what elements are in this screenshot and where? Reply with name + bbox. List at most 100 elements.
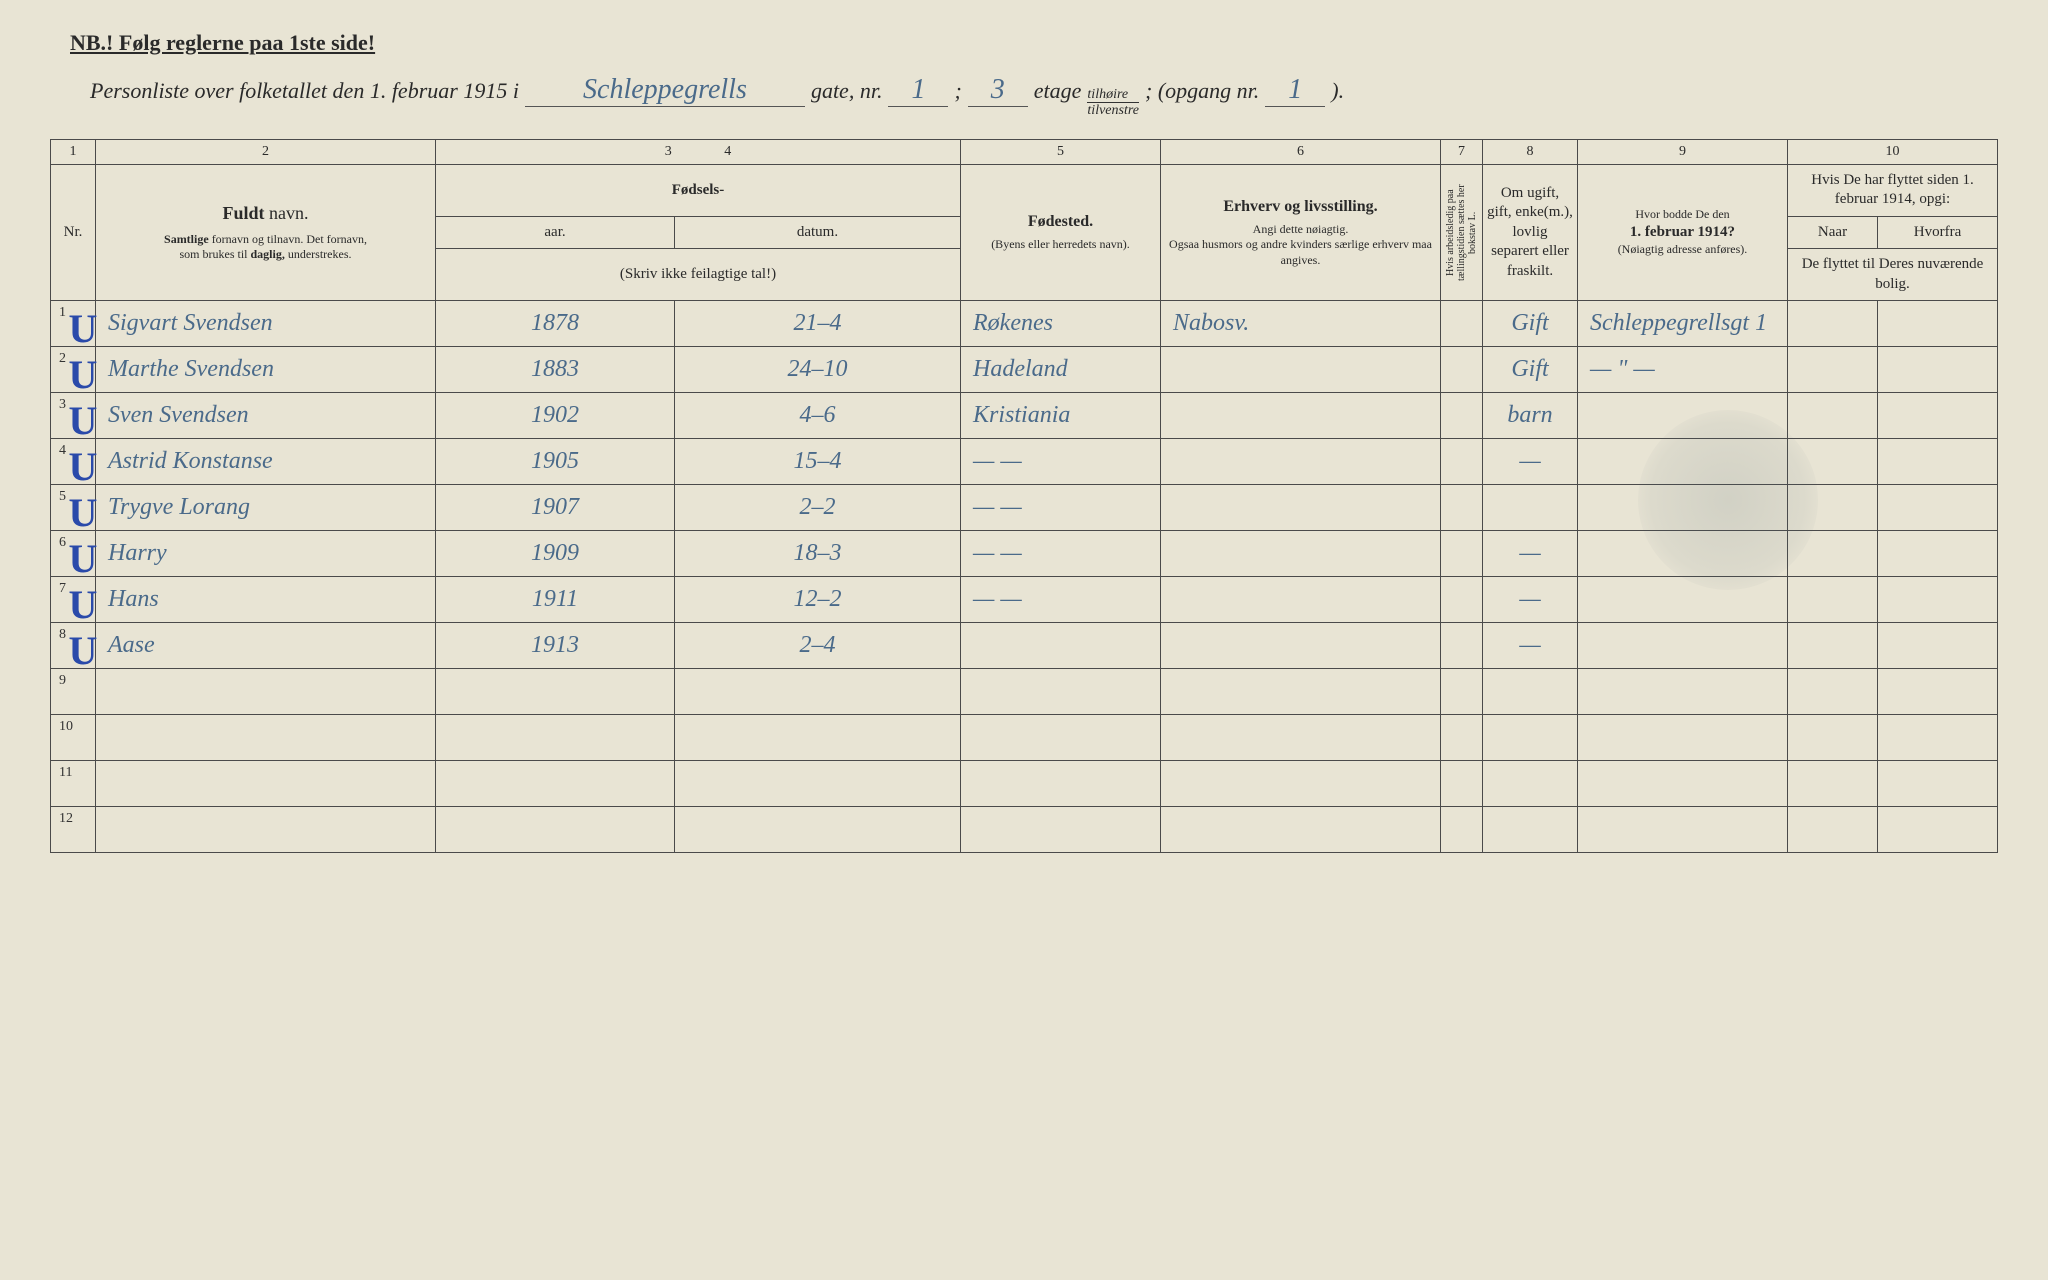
etage-nr: 3	[968, 74, 1028, 107]
gate-label: gate, nr.	[811, 78, 883, 104]
opgang-label: ; (opgang nr.	[1145, 78, 1259, 104]
row-number: U6	[51, 531, 96, 577]
colnum-7: 7	[1441, 139, 1483, 164]
table-row: U6 Harry 1909 18–3 — — —	[51, 531, 1998, 577]
cell-col7	[1441, 807, 1483, 853]
cell-when	[1788, 807, 1878, 853]
cell-name: Trygve Lorang	[96, 485, 436, 531]
cell-wherefrom	[1878, 807, 1998, 853]
cell-when	[1788, 347, 1878, 393]
cell-when	[1788, 439, 1878, 485]
cell-when	[1788, 393, 1878, 439]
cell-wherefrom	[1878, 393, 1998, 439]
cell-col7	[1441, 577, 1483, 623]
cell-date: 2–2	[674, 485, 960, 531]
cell-year: 1902	[436, 393, 675, 439]
header-birth: Fødsels-	[436, 164, 961, 216]
cell-when	[1788, 485, 1878, 531]
cell-year	[436, 669, 675, 715]
cell-col7	[1441, 669, 1483, 715]
row-number: U4	[51, 439, 96, 485]
cell-marital: —	[1483, 531, 1578, 577]
cell-wherefrom	[1878, 531, 1998, 577]
header-col8: Om ugift, gift, enke(m.), lovlig separer…	[1483, 164, 1578, 301]
cell-occupation	[1161, 807, 1441, 853]
cell-date: 15–4	[674, 439, 960, 485]
cell-col7	[1441, 393, 1483, 439]
etage-label: etage	[1034, 78, 1082, 104]
cell-name	[96, 669, 436, 715]
cell-year: 1883	[436, 347, 675, 393]
table-row: 11	[51, 761, 1998, 807]
cell-birthplace: — —	[961, 577, 1161, 623]
cell-addr1914	[1578, 531, 1788, 577]
cell-addr1914	[1578, 761, 1788, 807]
table-row: U2 Marthe Svendsen 1883 24–10 Hadeland G…	[51, 347, 1998, 393]
cell-col7	[1441, 715, 1483, 761]
cell-addr1914: Schleppegrellsgt 1	[1578, 301, 1788, 347]
cell-marital: Gift	[1483, 301, 1578, 347]
colnum-8: 8	[1483, 139, 1578, 164]
cell-addr1914	[1578, 623, 1788, 669]
table-row: U5 Trygve Lorang 1907 2–2 — —	[51, 485, 1998, 531]
census-table: 1 2 3 4 5 6 7 8 9 10 Nr. Fuldt navn. Sam…	[50, 139, 1998, 854]
cell-col7	[1441, 347, 1483, 393]
cell-occupation	[1161, 669, 1441, 715]
cell-occupation	[1161, 531, 1441, 577]
cell-birthplace: Røkenes	[961, 301, 1161, 347]
cell-date	[674, 715, 960, 761]
header-birthplace: Fødested. (Byens eller herredets navn).	[961, 164, 1161, 301]
cell-birthplace: — —	[961, 531, 1161, 577]
subtitle-line: Personliste over folketallet den 1. febr…	[90, 74, 1998, 119]
colnum-5: 5	[961, 139, 1161, 164]
cell-when	[1788, 577, 1878, 623]
cell-marital	[1483, 485, 1578, 531]
check-mark-icon: U	[69, 581, 98, 628]
cell-addr1914: — " —	[1578, 347, 1788, 393]
header-row-1: Nr. Fuldt navn. Samtlige fornavn og tiln…	[51, 164, 1998, 216]
header-nr: Nr.	[51, 164, 96, 301]
street-name-field: Schleppegrells	[525, 74, 805, 107]
cell-when	[1788, 623, 1878, 669]
header-col7: Hvis arbeidsledig paa tællingstidien sæt…	[1441, 164, 1483, 301]
check-mark-icon: U	[69, 397, 98, 444]
cell-when	[1788, 669, 1878, 715]
cell-when	[1788, 301, 1878, 347]
cell-occupation: Nabosv.	[1161, 301, 1441, 347]
cell-occupation	[1161, 623, 1441, 669]
row-number: U3	[51, 393, 96, 439]
cell-wherefrom	[1878, 301, 1998, 347]
table-row: U7 Hans 1911 12–2 — — —	[51, 577, 1998, 623]
cell-col7	[1441, 531, 1483, 577]
row-number: U2	[51, 347, 96, 393]
header-birth-note: (Skriv ikke feilagtige tal!)	[436, 249, 961, 301]
header-note: NB.! Følg reglerne paa 1ste side!	[70, 30, 1998, 56]
cell-addr1914	[1578, 715, 1788, 761]
header-occupation: Erhverv og livsstilling. Angi dette nøia…	[1161, 164, 1441, 301]
cell-name: Astrid Konstanse	[96, 439, 436, 485]
cell-date: 2–4	[674, 623, 960, 669]
cell-when	[1788, 761, 1878, 807]
cell-col7	[1441, 485, 1483, 531]
cell-marital: —	[1483, 623, 1578, 669]
header-col10-sub: De flyttet til Deres nuværende bolig.	[1788, 249, 1998, 301]
cell-wherefrom	[1878, 761, 1998, 807]
cell-date: 21–4	[674, 301, 960, 347]
cell-wherefrom	[1878, 623, 1998, 669]
header-birth-year: aar.	[436, 216, 675, 249]
cell-occupation	[1161, 761, 1441, 807]
cell-year	[436, 715, 675, 761]
sep: ;	[954, 78, 961, 104]
cell-addr1914	[1578, 807, 1788, 853]
cell-date: 24–10	[674, 347, 960, 393]
colnum-9: 9	[1578, 139, 1788, 164]
cell-date: 18–3	[674, 531, 960, 577]
cell-name	[96, 761, 436, 807]
header-col10b: Hvorfra	[1878, 216, 1998, 249]
check-mark-icon: U	[69, 535, 98, 582]
cell-marital	[1483, 715, 1578, 761]
colnum-6: 6	[1161, 139, 1441, 164]
check-mark-icon: U	[69, 305, 98, 352]
row-number: U1	[51, 301, 96, 347]
cell-year: 1909	[436, 531, 675, 577]
